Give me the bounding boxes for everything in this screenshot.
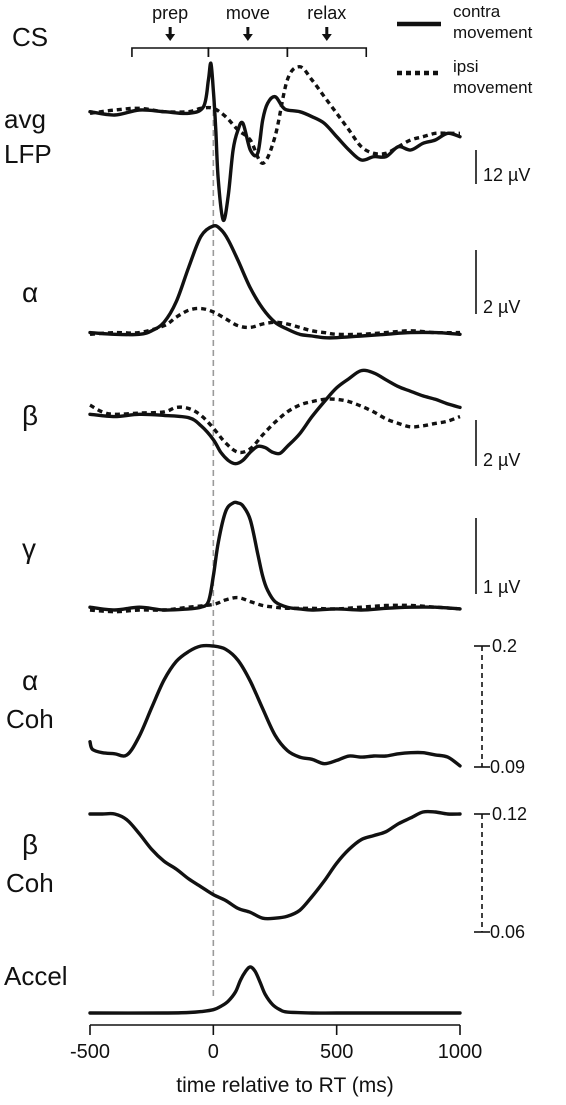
panel-label-beta: β (22, 400, 38, 431)
phase-bracket-move (207, 47, 289, 57)
plot-lines (88, 61, 462, 1015)
series-line-gamma-contra (88, 500, 462, 612)
corner-label: CS (12, 22, 48, 52)
coh-scale-alpha: 0.2 0.09 (474, 636, 525, 777)
series-line-alpha-coh-contra (88, 643, 462, 768)
coh-scale-bottom-label-alpha: 0.09 (490, 757, 525, 777)
panel-label-beta-coh-line1: β (22, 829, 38, 860)
panel-label-beta-coh-line2: Coh (6, 868, 54, 898)
legend-ipsi-line2: movement (453, 78, 533, 97)
series-line-alpha-contra (88, 224, 462, 340)
series-line-beta-ipsi (89, 397, 461, 455)
series-line-accel-contra (88, 965, 462, 1015)
phase-prep: prep (131, 3, 210, 57)
series-line-avg-lfp-contra (88, 61, 462, 222)
phase-label-prep: prep (152, 3, 188, 23)
series-line-gamma-ipsi (89, 595, 461, 614)
x-tick-label: 500 (320, 1041, 353, 1063)
x-tick-label: 0 (208, 1041, 219, 1063)
panel-label-alpha-coh-line1: α (22, 665, 38, 696)
panel-label-avg-lfp-line1: avg (4, 104, 46, 134)
scale-bar-label-beta: 2 µV (483, 450, 520, 470)
legend: contra movement ipsi movement (397, 2, 533, 97)
legend-contra-line2: movement (453, 23, 533, 42)
x-axis: -500 0 500 1000 time relative to RT (ms) (70, 1024, 482, 1097)
arrow-down-icon (242, 27, 253, 41)
arrow-down-icon (165, 27, 176, 41)
phase-label-relax: relax (307, 3, 346, 23)
series-line-beta-coh-contra (88, 809, 462, 921)
legend-contra-line1: contra (453, 2, 501, 21)
series-line-alpha-ipsi (89, 306, 461, 337)
phase-relax: relax (286, 3, 368, 57)
coh-scale-beta: 0.12 0.06 (474, 804, 527, 942)
panel-label-accel: Accel (4, 961, 68, 991)
coh-scale-bottom-label-beta: 0.06 (490, 922, 525, 942)
phase-move: move (207, 3, 289, 57)
scale-bar-label-gamma: 1 µV (483, 577, 520, 597)
phase-label-move: move (226, 3, 270, 23)
panel-labels: avg LFP α β γ α Coh β Coh Accel (4, 104, 68, 991)
scale-bar-label-avg-lfp: 12 µV (483, 165, 530, 185)
panel-label-alpha-coh-line2: Coh (6, 704, 54, 734)
series-line-beta-contra (88, 368, 462, 466)
legend-ipsi-line1: ipsi (453, 57, 479, 76)
arrow-down-icon (321, 27, 332, 41)
coh-scale-top-label-alpha: 0.2 (492, 636, 517, 656)
series-line-avg-lfp-ipsi (89, 65, 460, 165)
x-axis-title: time relative to RT (ms) (176, 1074, 393, 1097)
x-tick-label: 1000 (438, 1041, 483, 1063)
panel-label-gamma: γ (22, 533, 36, 564)
x-tick-label: -500 (70, 1041, 110, 1063)
scale-bar-label-alpha: 2 µV (483, 297, 520, 317)
phase-bracket-prep (131, 47, 210, 57)
phase-bracket-relax (286, 47, 368, 57)
scale-bars: 12 µV 2 µV 2 µV 1 µV 0.2 0.09 0.12 0.06 (474, 150, 530, 942)
panel-label-avg-lfp-line2: LFP (4, 139, 52, 169)
coh-scale-top-label-beta: 0.12 (492, 804, 527, 824)
phase-brackets: prep move relax (131, 3, 368, 57)
panel-label-alpha: α (22, 277, 38, 308)
x-ticks: -500 0 500 1000 (70, 1025, 482, 1063)
